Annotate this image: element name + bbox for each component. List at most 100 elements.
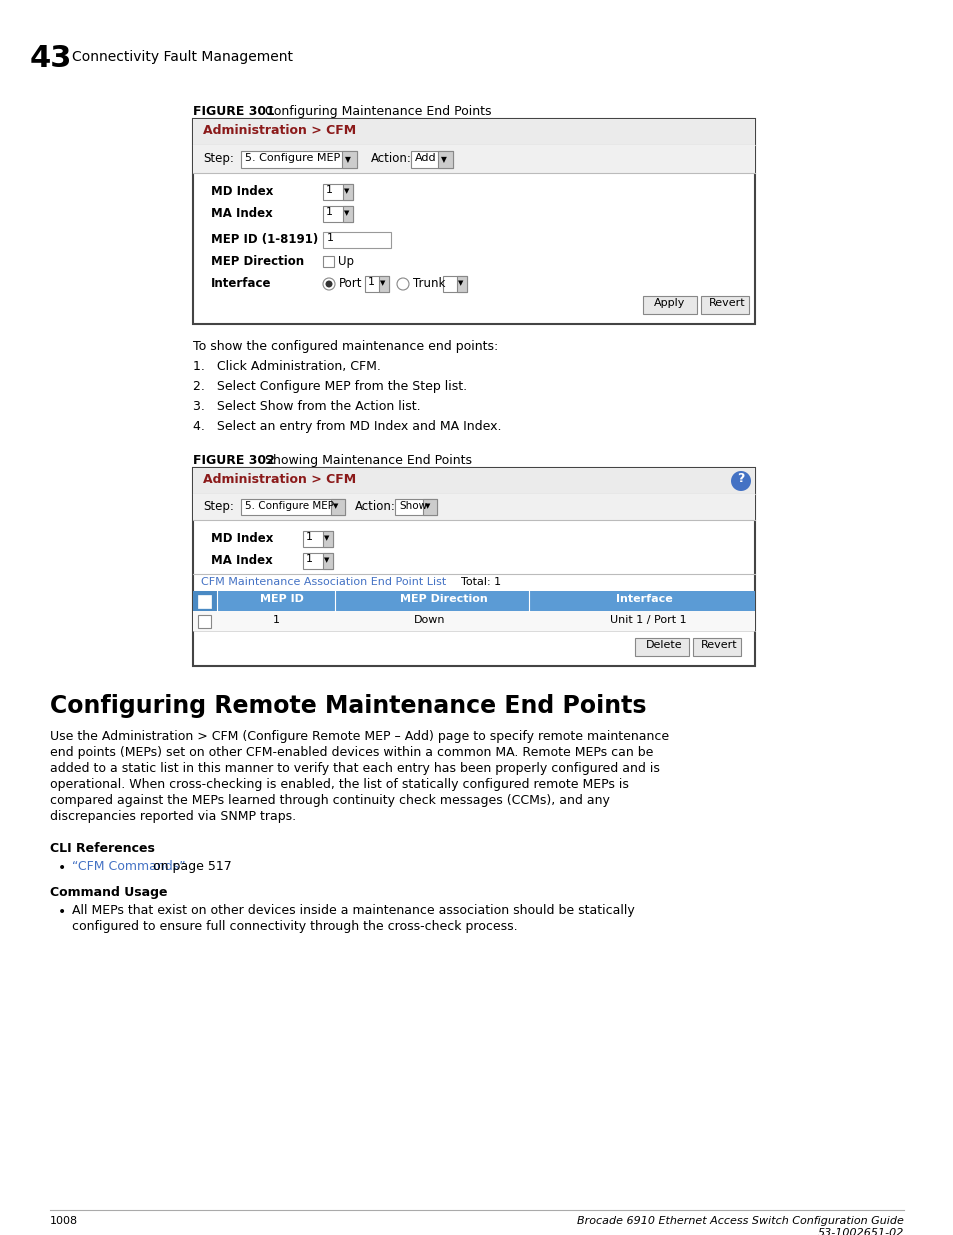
Bar xyxy=(303,531,333,547)
Bar xyxy=(343,184,353,200)
Bar xyxy=(437,151,453,168)
Text: •: • xyxy=(58,861,66,876)
Bar xyxy=(193,494,754,520)
Bar xyxy=(241,499,345,515)
Text: 1: 1 xyxy=(306,555,313,564)
Text: 1: 1 xyxy=(368,277,375,287)
Text: ▼: ▼ xyxy=(345,156,351,164)
Bar xyxy=(241,151,356,168)
Text: 3.   Select Show from the Action list.: 3. Select Show from the Action list. xyxy=(193,400,420,412)
Bar xyxy=(343,206,353,222)
Text: on page 517: on page 517 xyxy=(149,860,232,873)
Bar xyxy=(193,468,754,494)
Text: CFM Maintenance Association End Point List: CFM Maintenance Association End Point Li… xyxy=(201,577,446,587)
Text: Use the Administration > CFM (Configure Remote MEP – Add) page to specify remote: Use the Administration > CFM (Configure … xyxy=(50,730,668,743)
Text: MEP Direction: MEP Direction xyxy=(399,594,487,604)
Bar xyxy=(456,275,467,291)
Text: “CFM Commands”: “CFM Commands” xyxy=(71,860,186,873)
Text: Down: Down xyxy=(414,615,445,625)
Bar xyxy=(378,275,389,291)
Text: 1008: 1008 xyxy=(50,1216,78,1226)
Bar xyxy=(395,499,436,515)
Text: 4.   Select an entry from MD Index and MA Index.: 4. Select an entry from MD Index and MA … xyxy=(193,420,501,433)
Text: 1: 1 xyxy=(327,233,334,243)
Text: 43: 43 xyxy=(30,44,72,73)
Text: Action:: Action: xyxy=(371,152,412,165)
Bar xyxy=(198,595,211,608)
Text: discrepancies reported via SNMP traps.: discrepancies reported via SNMP traps. xyxy=(50,810,295,823)
Text: ▼: ▼ xyxy=(324,557,329,563)
Text: 1: 1 xyxy=(306,532,313,542)
Bar xyxy=(692,638,740,656)
Text: MD Index: MD Index xyxy=(211,185,274,198)
Text: All MEPs that exist on other devices inside a maintenance association should be : All MEPs that exist on other devices ins… xyxy=(71,904,634,918)
Text: Brocade 6910 Ethernet Access Switch Configuration Guide: Brocade 6910 Ethernet Access Switch Conf… xyxy=(577,1216,903,1226)
Text: Revert: Revert xyxy=(700,640,737,650)
Bar xyxy=(635,638,688,656)
Bar xyxy=(331,499,345,515)
Text: Connectivity Fault Management: Connectivity Fault Management xyxy=(71,49,293,64)
Bar xyxy=(193,119,754,324)
Bar xyxy=(323,232,391,248)
Circle shape xyxy=(325,280,333,288)
Text: 1: 1 xyxy=(273,615,280,625)
Bar xyxy=(365,275,389,291)
Text: MEP Direction: MEP Direction xyxy=(211,254,304,268)
Bar xyxy=(442,275,467,291)
Text: Step:: Step: xyxy=(203,500,233,513)
Bar xyxy=(323,256,334,267)
Text: configured to ensure full connectivity through the cross-check process.: configured to ensure full connectivity t… xyxy=(71,920,517,932)
Text: Command Usage: Command Usage xyxy=(50,885,168,899)
Text: 5. Configure MEP: 5. Configure MEP xyxy=(245,153,340,163)
Circle shape xyxy=(730,471,750,492)
Bar xyxy=(193,119,754,144)
Text: Add: Add xyxy=(415,153,436,163)
Bar xyxy=(341,151,356,168)
Text: ▼: ▼ xyxy=(324,535,329,541)
Text: To show the configured maintenance end points:: To show the configured maintenance end p… xyxy=(193,340,497,353)
Text: FIGURE 301: FIGURE 301 xyxy=(193,105,274,119)
Text: ▼: ▼ xyxy=(440,156,446,164)
Text: FIGURE 302: FIGURE 302 xyxy=(193,454,274,467)
Text: Interface: Interface xyxy=(211,277,272,290)
Bar xyxy=(193,592,754,611)
Text: Unit 1 / Port 1: Unit 1 / Port 1 xyxy=(609,615,686,625)
Text: 1: 1 xyxy=(326,185,333,195)
Text: •: • xyxy=(58,905,66,919)
Text: Revert: Revert xyxy=(708,298,745,308)
Text: ▼: ▼ xyxy=(333,503,338,509)
Text: Configuring Remote Maintenance End Points: Configuring Remote Maintenance End Point… xyxy=(50,694,646,718)
Bar xyxy=(422,499,436,515)
Bar xyxy=(323,531,333,547)
Bar xyxy=(193,611,754,631)
Bar xyxy=(700,296,748,314)
Bar xyxy=(198,615,211,629)
Circle shape xyxy=(396,278,409,290)
Text: Up: Up xyxy=(337,254,354,268)
Text: MEP ID: MEP ID xyxy=(260,594,304,604)
Text: 2.   Select Configure MEP from the Step list.: 2. Select Configure MEP from the Step li… xyxy=(193,380,467,393)
Bar xyxy=(193,592,216,611)
Text: Step:: Step: xyxy=(203,152,233,165)
Text: compared against the MEPs learned through continuity check messages (CCMs), and : compared against the MEPs learned throug… xyxy=(50,794,609,806)
Text: 5. Configure MEP: 5. Configure MEP xyxy=(245,501,334,511)
Text: Show: Show xyxy=(398,501,427,511)
Bar xyxy=(193,468,754,666)
Text: MA Index: MA Index xyxy=(211,555,273,567)
Text: Administration > CFM: Administration > CFM xyxy=(203,124,355,137)
Text: ▼: ▼ xyxy=(424,503,430,509)
Text: ▼: ▼ xyxy=(344,188,349,194)
Text: MD Index: MD Index xyxy=(211,532,274,545)
Text: Port: Port xyxy=(338,277,362,290)
Text: MA Index: MA Index xyxy=(211,207,273,220)
Text: Interface: Interface xyxy=(616,594,672,604)
Text: Configuring Maintenance End Points: Configuring Maintenance End Points xyxy=(253,105,491,119)
Circle shape xyxy=(323,278,335,290)
Text: added to a static list in this manner to verify that each entry has been properl: added to a static list in this manner to… xyxy=(50,762,659,776)
Text: 53-1002651-02: 53-1002651-02 xyxy=(817,1228,903,1235)
Text: ▼: ▼ xyxy=(344,210,349,216)
Text: Trunk: Trunk xyxy=(413,277,445,290)
Bar xyxy=(193,144,754,173)
Text: ▼: ▼ xyxy=(379,280,385,287)
Text: Administration > CFM: Administration > CFM xyxy=(203,473,355,487)
